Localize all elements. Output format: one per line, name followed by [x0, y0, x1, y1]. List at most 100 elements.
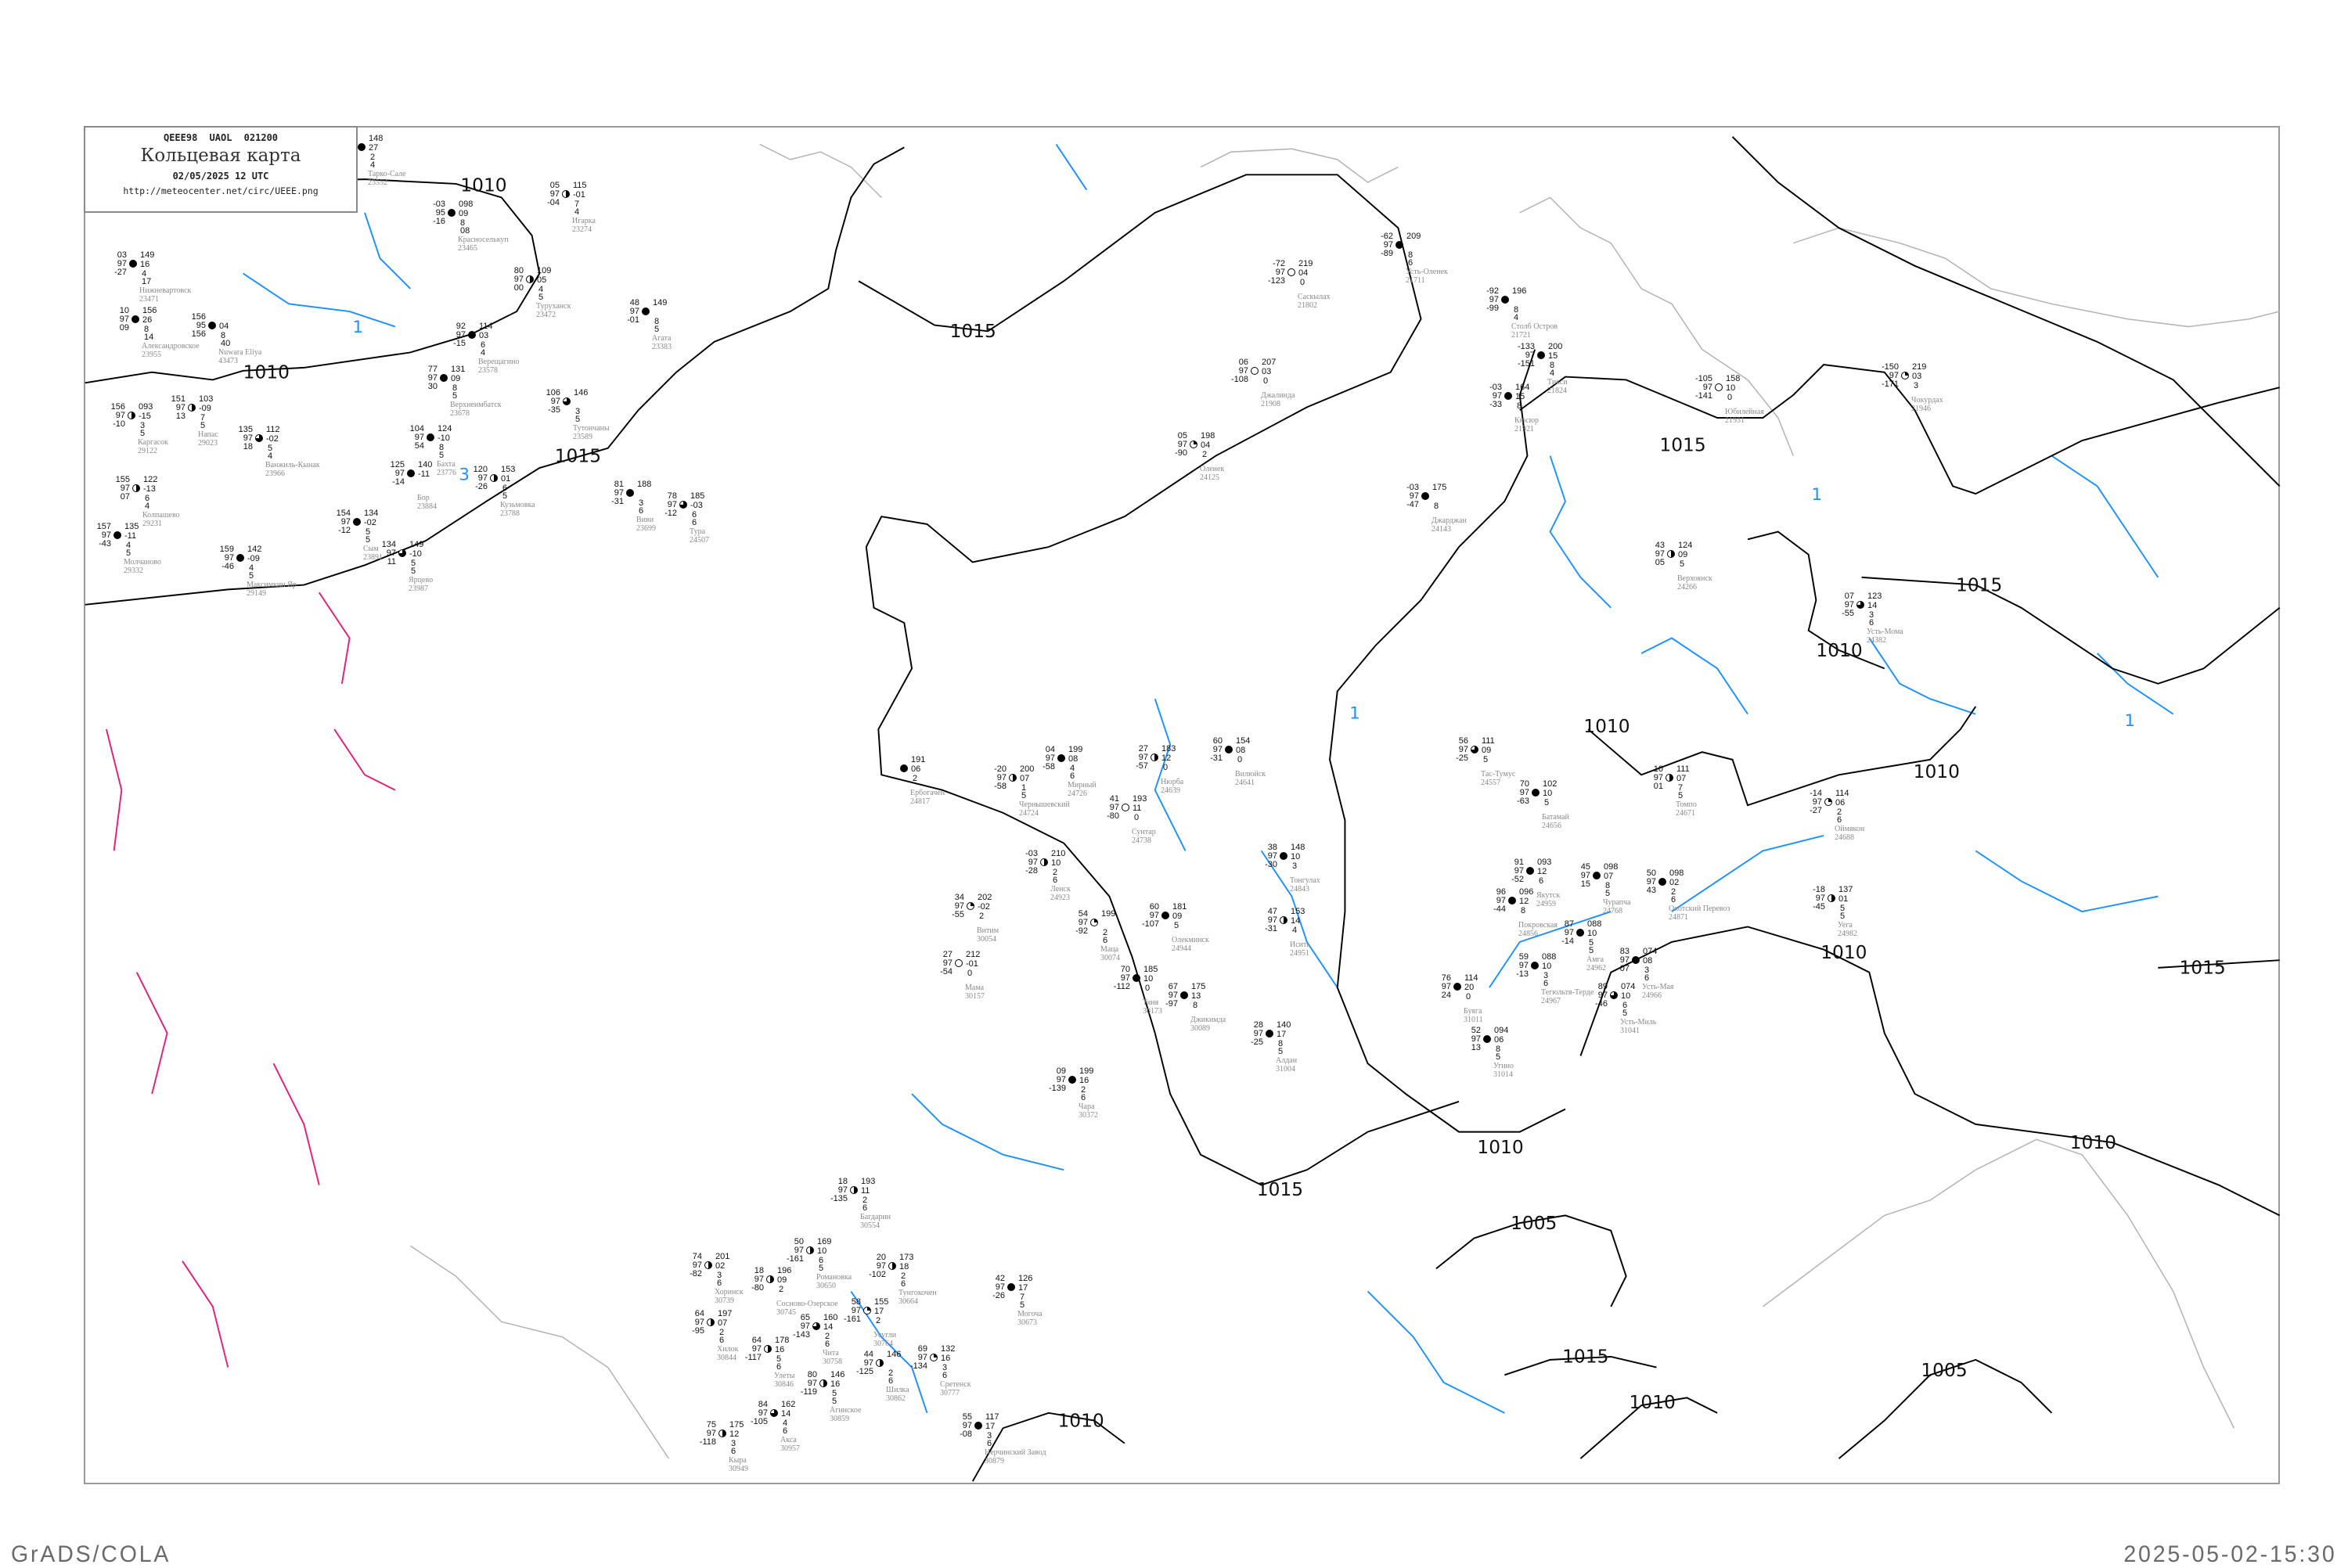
station-visibility: 97 — [851, 1306, 861, 1315]
coastline — [1762, 1138, 2235, 1429]
station-cloud-low: 2 — [979, 912, 985, 921]
station-pressure: 155 — [874, 1297, 889, 1307]
station-temperature: 67 — [1168, 982, 1178, 991]
station-temperature: 09 — [1056, 1066, 1066, 1076]
isotherm-line — [1489, 911, 1612, 988]
station-name: Агинское — [830, 1406, 862, 1415]
station-cloud-low: 6 — [481, 340, 486, 350]
station-dewpoint: -26 — [475, 482, 488, 491]
station-name: Чернышевский — [1019, 800, 1070, 809]
station-pressure-tendency: 07 — [1676, 774, 1687, 783]
station-temperature: 42 — [995, 1274, 1005, 1283]
station-name: Сунтар — [1132, 828, 1156, 836]
station-index: 24507 — [690, 536, 709, 545]
station-name: Угино — [1493, 1062, 1514, 1070]
station-index: 23699 — [636, 524, 656, 533]
station-cloud-low: 2 — [719, 1328, 725, 1337]
station-visibility: 97 — [1267, 915, 1277, 925]
station-index: 23274 — [572, 225, 592, 234]
station-dewpoint: -28 — [1025, 866, 1038, 876]
station-cloud-low: 7 — [1678, 783, 1684, 793]
station-visibility: 97 — [692, 1261, 702, 1270]
cloud-cover-icon — [642, 307, 650, 315]
station-index: 31041 — [1620, 1027, 1640, 1035]
station-visibility: 97 — [115, 411, 125, 420]
station-temperature: 75 — [706, 1420, 716, 1430]
station-index: 30664 — [899, 1297, 918, 1306]
station-pressure: 098 — [1604, 862, 1619, 872]
station-cloud-height: 6 — [719, 1336, 725, 1345]
cloud-cover-icon — [679, 501, 687, 509]
cloud-cover-icon — [1531, 962, 1539, 969]
station-dewpoint: 11 — [387, 557, 396, 566]
cloud-cover-icon — [1537, 351, 1545, 359]
station-temperature: 18 — [754, 1266, 764, 1275]
station-pressure-tendency: -09 — [199, 404, 211, 413]
station-dewpoint: -04 — [547, 198, 560, 207]
station-pressure-tendency: 09 — [451, 374, 461, 383]
station-name: Тонгулах — [1290, 876, 1320, 885]
station-name: Акса — [780, 1436, 797, 1444]
isobar-line — [1329, 349, 1566, 1133]
coastline — [759, 143, 882, 198]
station-temperature: 154 — [336, 509, 351, 518]
isobar-line — [1731, 136, 2281, 487]
isobar-labels: 1010 1010 1015 1015 1015 1010 1015 1015 … — [243, 175, 2226, 1432]
coastline — [1793, 227, 2280, 328]
station-index: 30673 — [1017, 1318, 1037, 1327]
station-pressure-tendency: 03 — [479, 331, 489, 340]
station-pressure: 074 — [1621, 982, 1636, 991]
station-pressure: 209 — [1406, 232, 1421, 241]
station-index: 23589 — [573, 433, 592, 441]
station-cloud-height: 6 — [1644, 973, 1650, 983]
isotherm-line — [364, 212, 411, 290]
station-name: Столб Остров — [1511, 322, 1558, 331]
station-temperature: -92 — [1486, 286, 1499, 296]
station-temperature: 91 — [1514, 858, 1524, 867]
station-temperature: 134 — [381, 540, 396, 549]
station-cloud-height: 08 — [460, 226, 470, 236]
station-name: Багдарин — [860, 1213, 891, 1221]
cloud-cover-icon — [132, 484, 140, 492]
station-pressure-tendency: 04 — [219, 322, 229, 331]
station-pressure: 162 — [781, 1400, 796, 1409]
isobar-line — [1579, 1397, 1718, 1459]
station-pressure: 198 — [1201, 431, 1215, 441]
station-dewpoint: 18 — [243, 442, 253, 451]
cloud-cover-icon — [1090, 919, 1098, 926]
source-url[interactable]: http://meteocenter.net/circ/UEEE.png — [123, 185, 319, 196]
station-pressure-tendency: 14 — [823, 1322, 834, 1332]
cloud-cover-icon — [766, 1275, 774, 1283]
generated-timestamp: 2025-05-02-15:30 — [2123, 1541, 2337, 1567]
station-temperature: 120 — [473, 465, 488, 474]
station-cloud-low: 5 — [1840, 904, 1846, 913]
station-visibility: 97 — [917, 1353, 927, 1362]
isotherm-line — [911, 1093, 1064, 1171]
station-dewpoint: -14 — [392, 477, 405, 487]
cloud-cover-icon — [562, 190, 570, 198]
station-temperature: 159 — [219, 545, 234, 554]
station-pressure: 115 — [573, 181, 587, 190]
cloud-cover-icon — [1280, 852, 1287, 860]
station-visibility: 97 — [549, 189, 560, 199]
station-pressure: 202 — [978, 893, 992, 902]
station-dewpoint: -12 — [664, 509, 677, 518]
station-dewpoint: -01 — [627, 315, 639, 325]
station-cloud-low: 8 — [1278, 1039, 1284, 1048]
station-pressure-tendency: 14 — [781, 1409, 791, 1419]
station-pressure: 173 — [899, 1253, 914, 1262]
station-name: Красноселькуп — [458, 236, 509, 244]
station-pressure-tendency: -11 — [418, 469, 430, 479]
station-index: 30846 — [774, 1380, 794, 1389]
station-dewpoint: 13 — [1471, 1043, 1481, 1052]
station-cloud-height: 6 — [987, 1439, 992, 1448]
station-temperature: 58 — [851, 1297, 861, 1307]
isotherm-line — [243, 272, 396, 328]
cloud-cover-icon — [353, 518, 361, 526]
station-temperature: 84 — [758, 1400, 768, 1409]
isobar-line — [1519, 363, 2280, 495]
station-name: Юбилейная — [1725, 408, 1764, 416]
station-pressure: 140 — [1277, 1020, 1291, 1030]
station-index: 30739 — [715, 1296, 734, 1305]
station-cloud-low: 8 — [1517, 401, 1522, 411]
